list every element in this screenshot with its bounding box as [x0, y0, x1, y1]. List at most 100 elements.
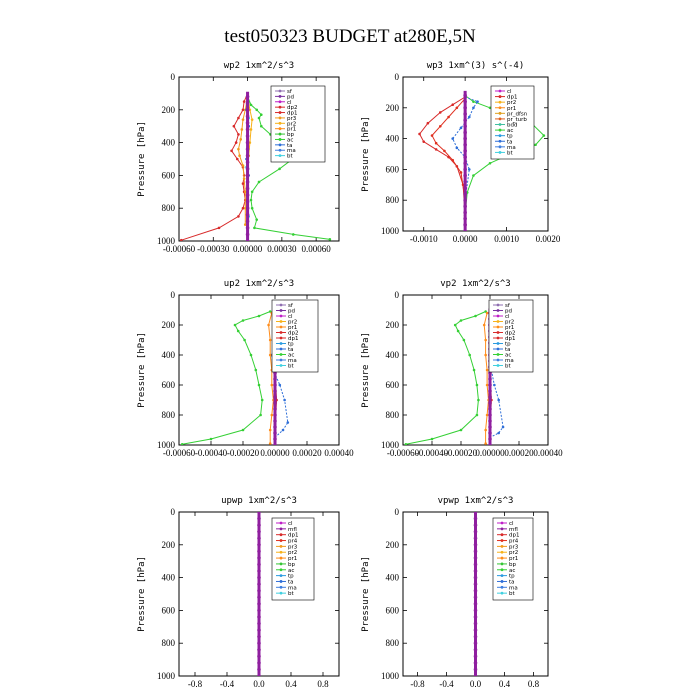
- figure-title: test050323 BUDGET at280E,5N: [224, 26, 476, 47]
- point-dp1: [426, 121, 430, 125]
- panel-title: wp3 1xm^(3) s^(-4): [427, 61, 525, 71]
- legend-marker: [279, 591, 283, 595]
- x-tick-label: -0.00060: [163, 244, 196, 254]
- point-ac: [488, 106, 492, 110]
- point-ac: [250, 190, 254, 194]
- legend-marker: [500, 574, 504, 578]
- point-ac: [474, 314, 477, 318]
- legend-label: cl: [509, 521, 514, 527]
- point-pr1: [484, 428, 487, 432]
- point-ac: [255, 218, 259, 221]
- point-pr1: [430, 134, 434, 137]
- y-axis-label: Pressure [hPa]: [137, 556, 147, 632]
- zero-profile-marker: [245, 140, 250, 145]
- point-ac: [542, 134, 546, 137]
- legend-label: cl: [507, 89, 512, 95]
- panel-title: upwp 1xm^2/s^3: [221, 496, 297, 506]
- x-tick-label: 0.00060: [302, 244, 332, 254]
- legend-label: sf: [287, 89, 293, 95]
- legend-marker: [279, 574, 283, 578]
- legend-label: ma: [288, 585, 297, 591]
- x-tick-label: 0.00040: [324, 448, 354, 458]
- point-dp2: [242, 100, 246, 103]
- zero-profile-marker: [463, 179, 467, 184]
- legend-label: dp2: [287, 105, 297, 111]
- zero-profile-marker: [473, 549, 478, 554]
- point-ta: [459, 126, 463, 130]
- zero-profile-marker: [245, 232, 250, 237]
- legend-label: pr3: [287, 116, 297, 122]
- point-ta: [281, 428, 285, 432]
- point-ac: [475, 413, 479, 417]
- legend-label: ma: [509, 585, 518, 591]
- legend-marker: [278, 127, 282, 131]
- legend-box: [492, 517, 534, 601]
- legend-marker: [278, 111, 282, 114]
- zero-profile-marker: [245, 160, 250, 165]
- zero-profile-marker: [245, 199, 250, 204]
- x-tick-label: -0.8: [410, 679, 425, 689]
- zero-profile-marker: [473, 628, 478, 632]
- zero-profile-marker: [463, 130, 467, 135]
- point-dp1: [451, 103, 455, 107]
- x-tick-label: 0.0000: [453, 234, 478, 244]
- point-ac: [488, 161, 492, 165]
- legend-label: bdd: [507, 123, 517, 129]
- legend-marker: [500, 562, 504, 566]
- point-pr3: [241, 118, 245, 121]
- zero-profile-marker: [273, 431, 277, 435]
- legend-label: dp2: [505, 331, 515, 337]
- zero-profile-marker: [473, 602, 478, 606]
- x-tick-label: 0.00000: [475, 448, 505, 458]
- point-pr1: [484, 353, 487, 357]
- panel-1: wp3 1xm^(3) s^(-4) Pressure [hPa] 0 200 400 6…: [361, 61, 561, 244]
- point-pr3: [240, 128, 244, 131]
- legend-label: pr1: [507, 106, 516, 112]
- point-ac: [236, 329, 240, 333]
- zero-profile-marker: [245, 206, 250, 210]
- zero-profile-marker: [463, 155, 467, 159]
- y-axis-label: Pressure [hPa]: [361, 332, 371, 408]
- series-group: [473, 512, 478, 676]
- legend-label: ac: [509, 568, 515, 574]
- legend-marker: [498, 95, 502, 98]
- zero-profile-marker: [257, 556, 261, 560]
- legend-marker: [279, 585, 283, 589]
- zero-profile-marker: [488, 443, 492, 445]
- point-dp2: [179, 238, 183, 241]
- legend-marker: [498, 117, 502, 121]
- legend-label: ma: [507, 145, 516, 151]
- legend-label: dp1: [288, 533, 298, 539]
- zero-profile-marker: [463, 186, 467, 190]
- legend-label: dp1: [509, 533, 519, 539]
- y-tick-label: 600: [162, 170, 176, 180]
- point-pr1: [451, 158, 455, 162]
- point-ac: [534, 143, 537, 147]
- legend-marker: [498, 89, 502, 93]
- point-pr1: [484, 442, 487, 445]
- point-pr2: [250, 118, 254, 121]
- point-pr1: [459, 171, 463, 174]
- point-ac: [453, 323, 457, 327]
- legend-label: bt: [288, 591, 294, 597]
- zero-profile-marker: [257, 562, 261, 567]
- zero-profile-marker: [273, 377, 277, 381]
- legend-marker: [496, 320, 500, 323]
- zero-profile-marker: [463, 99, 467, 104]
- point-ta: [501, 425, 505, 429]
- y-tick-label: 1000: [381, 440, 400, 450]
- point-pr3: [238, 154, 241, 158]
- point-ac: [257, 314, 261, 318]
- legend-marker: [500, 580, 504, 583]
- legend-label: tp: [288, 574, 294, 580]
- zero-profile-marker: [463, 216, 467, 221]
- legend-label: ac: [505, 353, 511, 359]
- legend-marker: [279, 309, 283, 312]
- legend-marker: [279, 539, 283, 542]
- legend-marker: [496, 303, 500, 307]
- x-tick-label: -0.00040: [195, 448, 228, 458]
- legend-label: ma: [505, 358, 514, 364]
- zero-profile-marker: [488, 413, 492, 417]
